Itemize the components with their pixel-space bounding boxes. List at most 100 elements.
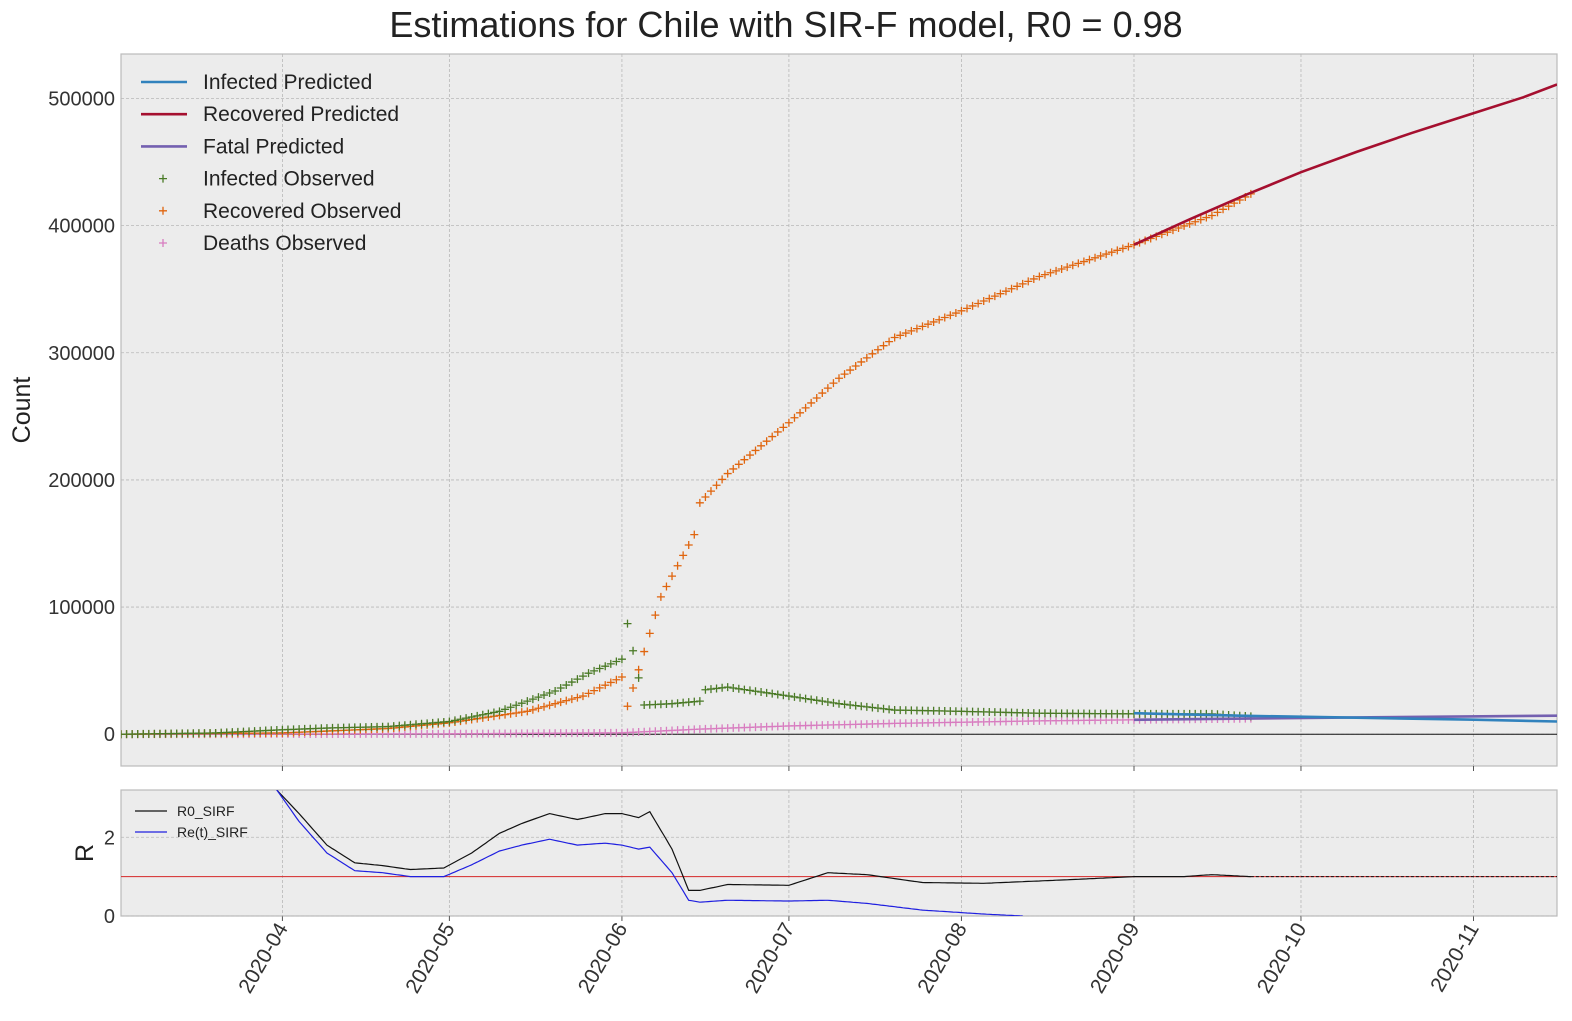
- data-point: [1029, 274, 1038, 283]
- bottom-plot-area: [121, 790, 1557, 916]
- data-point: [617, 655, 626, 664]
- y-tick-label: 0: [104, 724, 115, 746]
- data-point: [450, 716, 459, 725]
- data-point: [617, 673, 626, 681]
- x-tick-label: 2020-07: [741, 919, 799, 997]
- data-point: [595, 683, 604, 692]
- data-point: [1024, 277, 1033, 286]
- data-point: [840, 370, 849, 379]
- data-point: [578, 692, 587, 701]
- data-point: [601, 662, 610, 671]
- data-point: [1085, 255, 1094, 264]
- data-point: [484, 709, 493, 718]
- data-point: [951, 309, 960, 318]
- data-point: [1040, 270, 1049, 279]
- y-tick-label: 400000: [48, 216, 115, 238]
- data-point: [812, 696, 821, 705]
- data-point: [706, 487, 715, 496]
- y-axis-label: Count: [8, 377, 36, 444]
- data-point: [695, 498, 704, 507]
- data-point: [651, 611, 660, 620]
- series-line-r0-sirf: [276, 790, 1251, 892]
- y-tick-label: 200000: [48, 470, 115, 492]
- data-point: [801, 694, 810, 703]
- data-point: [473, 711, 482, 720]
- x-tick-label: 2020-11: [1426, 919, 1484, 996]
- data-point: [528, 695, 537, 704]
- data-point: [1035, 272, 1044, 281]
- data-point: [445, 717, 454, 726]
- data-point: [662, 582, 671, 591]
- data-point: [645, 629, 654, 638]
- data-point: [818, 389, 827, 398]
- data-point: [517, 708, 526, 717]
- data-point: [773, 427, 782, 436]
- chart-title: Estimations for Chile with SIR-F model, …: [389, 4, 1183, 45]
- data-point: [690, 530, 699, 539]
- legend-label: Fatal Predicted: [203, 135, 344, 158]
- data-point: [751, 687, 760, 696]
- data-point: [862, 353, 871, 362]
- y-tick-label: 500000: [48, 89, 115, 111]
- data-point: [1219, 205, 1228, 214]
- data-point: [773, 690, 782, 699]
- data-point: [768, 689, 777, 698]
- data-point: [807, 398, 816, 407]
- data-point: [556, 698, 565, 707]
- data-point: [734, 460, 743, 469]
- data-point: [467, 712, 476, 721]
- data-point: [629, 684, 638, 693]
- data-point: [1063, 263, 1072, 272]
- y-axis-label: R: [71, 844, 99, 862]
- data-point: [1102, 250, 1111, 259]
- data-point: [885, 337, 894, 346]
- data-point: [784, 418, 793, 427]
- data-point: [779, 423, 788, 432]
- data-point: [1196, 215, 1205, 224]
- data-point: [768, 432, 777, 441]
- data-point: [985, 294, 994, 303]
- data-point: [606, 678, 615, 687]
- data-point: [545, 689, 554, 698]
- x-tick-label: 2020-06: [574, 919, 632, 997]
- data-point: [790, 413, 799, 422]
- data-point: [584, 669, 593, 678]
- data-point: [846, 366, 855, 375]
- data-point: [623, 619, 632, 628]
- data-point: [924, 320, 933, 329]
- legend-marker: [159, 174, 167, 183]
- data-point: [1185, 219, 1194, 228]
- legend-label: Re(t)_SIRF: [177, 824, 248, 840]
- legend-top: Infected Predicted Recovered Predicted Fat…: [141, 71, 401, 255]
- data-point: [968, 301, 977, 310]
- data-point: [623, 702, 632, 711]
- data-point: [701, 492, 710, 501]
- data-point: [584, 689, 593, 698]
- data-point: [873, 345, 882, 354]
- data-point: [807, 695, 816, 704]
- data-point: [1113, 246, 1122, 255]
- series-line-re-t-sirf: [276, 790, 1023, 916]
- data-point: [573, 693, 582, 702]
- data-point: [695, 697, 704, 706]
- data-point: [723, 683, 732, 692]
- bottom-panel-bg: [120, 789, 1558, 917]
- legend-label: Infected Observed: [203, 168, 375, 191]
- data-point: [1096, 251, 1105, 260]
- data-point: [489, 708, 498, 717]
- data-point: [1191, 217, 1200, 226]
- data-point: [718, 475, 727, 484]
- data-point: [1091, 253, 1100, 262]
- data-point: [779, 691, 788, 700]
- data-point: [573, 675, 582, 684]
- data-point: [556, 684, 565, 693]
- data-point: [1057, 265, 1066, 274]
- data-point: [796, 693, 805, 702]
- data-point: [540, 691, 549, 700]
- data-point: [523, 707, 532, 716]
- data-point: [462, 714, 471, 723]
- data-point: [829, 379, 838, 388]
- data-point: [567, 678, 576, 687]
- data-point: [901, 329, 910, 338]
- data-point: [601, 681, 610, 690]
